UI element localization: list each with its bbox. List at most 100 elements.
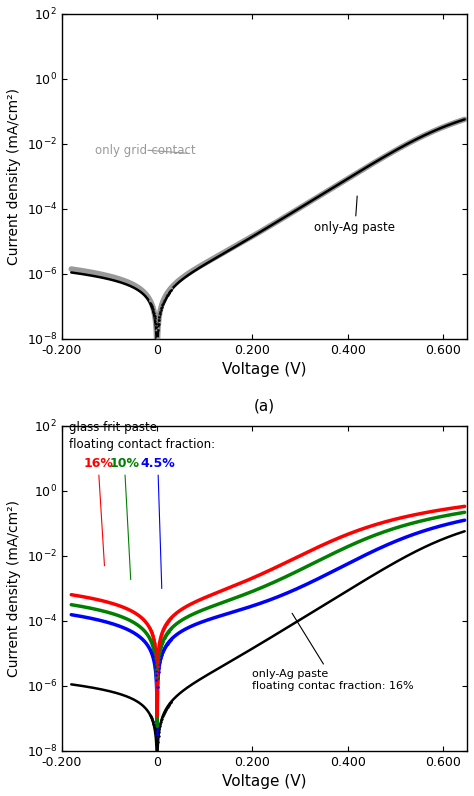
Point [167,612,174,625]
Point [165,614,173,626]
Point [155,723,163,736]
Point [166,697,173,710]
Point [168,611,175,624]
Point [165,626,173,638]
Point [162,704,169,717]
Point [146,622,154,635]
Point [165,635,173,648]
Point [164,287,171,299]
Point [167,284,174,297]
Point [152,647,160,660]
Point [147,623,155,636]
Point [151,649,159,661]
Point [159,646,166,658]
Point [151,638,159,651]
Point [156,634,164,647]
Point [164,637,172,650]
Point [154,650,162,663]
Point [162,292,169,305]
Point [160,645,167,657]
Point [150,717,157,730]
Point [150,654,157,666]
Point [155,661,163,674]
Text: only grid-contact: only grid-contact [95,143,196,157]
Point [146,708,154,721]
Point [164,286,172,298]
Point [158,637,166,650]
Point [161,642,169,654]
Point [154,736,162,748]
Point [157,714,165,727]
Point [158,712,165,725]
Point [149,301,156,314]
Point [154,660,161,673]
Point [147,634,155,647]
Point [151,310,158,323]
Point [150,303,157,316]
Point [153,746,160,759]
Point [152,665,159,677]
Point [164,615,172,628]
Point [155,658,163,671]
Point [163,618,171,630]
Point [146,622,154,635]
Text: floating contact fraction:: floating contact fraction: [69,439,215,451]
Point [153,660,160,673]
Point [151,646,158,659]
Point [157,299,165,312]
Point [151,310,159,322]
Point [163,629,170,642]
Point [166,286,173,298]
Point [155,311,163,324]
Point [158,298,165,311]
Point [162,630,169,643]
Point [160,707,168,720]
Point [158,649,165,661]
Point [151,636,158,649]
Point [157,652,164,665]
Point [164,287,172,299]
Point [160,644,168,657]
Text: (a): (a) [254,398,275,413]
Point [157,302,164,314]
Point [149,302,157,314]
Point [150,645,158,657]
Point [166,634,174,647]
Point [151,312,159,325]
Point [164,700,172,712]
Point [158,300,165,313]
Point [149,630,157,643]
Point [160,622,168,635]
Point [156,717,164,730]
Point [152,318,160,331]
Point [149,303,156,316]
Point [162,618,170,631]
Point [167,282,175,295]
Point [150,642,157,654]
Point [159,298,166,310]
Point [167,623,174,636]
Point [164,638,171,650]
Point [147,299,155,312]
Point [148,713,156,726]
Point [150,306,157,319]
Point [147,646,155,659]
Point [159,635,166,648]
Point [157,639,165,652]
Y-axis label: Current density (mA/cm²): Current density (mA/cm²) [7,500,21,677]
Point [151,312,159,325]
Point [153,334,160,346]
Point [148,712,155,724]
Point [150,631,157,644]
Point [149,629,156,642]
Point [164,617,171,630]
Point [152,644,159,657]
Point [149,628,156,641]
Point [163,703,170,716]
Point [150,308,158,321]
Point [155,651,163,664]
Point [158,627,165,640]
Point [163,628,171,641]
Point [153,323,160,336]
Point [152,654,159,667]
